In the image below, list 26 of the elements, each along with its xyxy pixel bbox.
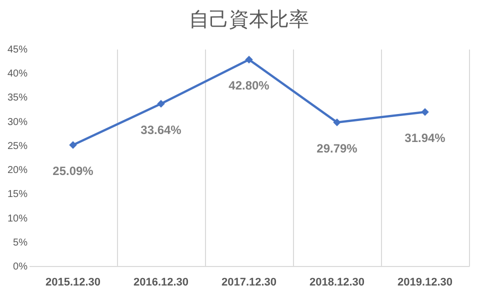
y-tick-label: 25% (7, 140, 28, 152)
x-tick-label: 2015.12.30 (45, 276, 101, 288)
y-tick-label: 35% (7, 92, 28, 104)
y-tick-label: 15% (7, 189, 28, 200)
data-label: 31.94% (404, 130, 446, 145)
y-tick-label: 5% (13, 237, 28, 248)
point (421, 108, 429, 116)
data-label: 42.80% (228, 78, 270, 93)
x-tick-label: 2019.12.30 (397, 276, 453, 288)
y-tick-label: 45% (7, 44, 28, 56)
chart-title: 自己資本比率 (189, 9, 309, 31)
y-tick-label: 10% (7, 213, 28, 224)
y-tick-label: 0% (13, 262, 28, 272)
data-label: 33.64% (140, 122, 182, 137)
point (245, 56, 253, 64)
y-tick-label: 40% (7, 68, 28, 80)
x-tick-label: 2016.12.30 (133, 276, 189, 288)
point (333, 118, 341, 126)
y-tick-label: 30% (7, 116, 28, 128)
point (157, 100, 165, 108)
data-label: 25.09% (52, 164, 94, 178)
y-tick-label: 20% (7, 165, 28, 176)
data-label: 29.79% (316, 141, 358, 156)
x-tick-label: 2017.12.30 (221, 276, 277, 288)
x-tick-label: 2018.12.30 (309, 276, 365, 288)
point (69, 141, 77, 149)
